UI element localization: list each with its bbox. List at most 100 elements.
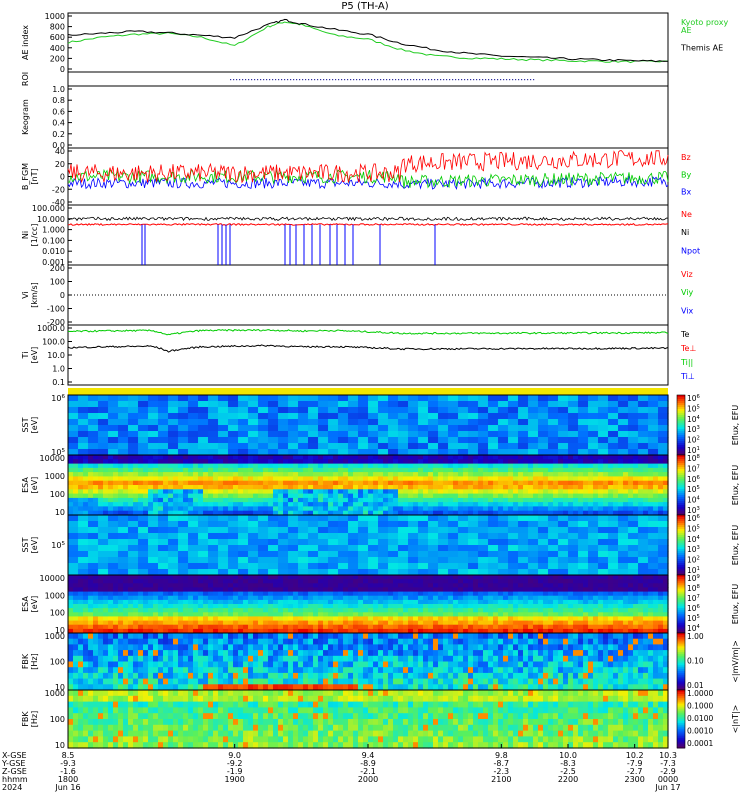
esa_ion-pixel	[393, 459, 399, 465]
sst_elec-pixel	[118, 563, 129, 570]
esa_ion-pixel	[583, 510, 589, 516]
sst_elec-pixel	[178, 539, 189, 546]
esa_ion-pixel	[633, 480, 639, 486]
esa_elec-pixel	[163, 616, 169, 622]
esa_elec-pixel	[513, 616, 519, 622]
fbk_e-pixel	[133, 684, 139, 691]
sst_ion-pixel	[378, 401, 389, 408]
esa_elec-pixel	[273, 575, 279, 580]
esa_elec-pixel	[463, 604, 469, 609]
sst_elec-pixel	[98, 539, 109, 546]
esa_elec-pixel	[173, 608, 179, 613]
esa_elec-pixel	[328, 587, 334, 593]
esa_elec-pixel	[343, 624, 349, 630]
sst_ion-pixel	[138, 431, 149, 438]
esa_ion-pixel	[118, 463, 124, 469]
esa_elec-pixel	[428, 591, 434, 597]
fbk_b-ylabel: FBK	[21, 711, 30, 727]
esa_ion-pixel	[308, 467, 314, 473]
esa_elec-pixel	[553, 591, 559, 597]
esa_elec-pixel	[498, 608, 504, 613]
sst_elec-pixel	[118, 545, 129, 552]
esa_elec-pixel	[163, 620, 169, 626]
esa_elec-pixel	[558, 628, 564, 634]
fbk_e-pixel	[83, 644, 89, 651]
fbk_e-pixel	[78, 684, 84, 691]
sst_ion-pixel	[368, 419, 379, 426]
sst_elec-pixel	[258, 539, 269, 546]
sst_ion-pixel	[398, 449, 409, 456]
esa_ion-pixel	[183, 455, 189, 460]
sst_elec-pixel	[168, 563, 179, 570]
sst_elec-pixel	[188, 551, 199, 558]
esa_ion-pixel	[233, 463, 239, 469]
sst_ion-pixel	[458, 443, 469, 450]
esa_elec-pixel	[248, 575, 254, 580]
fbk_e-pixel	[98, 638, 104, 645]
esa_ion-pixel	[398, 467, 404, 473]
esa_ion-pixel	[238, 497, 244, 503]
esa_elec-pixel	[568, 624, 574, 630]
sst_ion-pixel	[168, 443, 179, 450]
sst_elec-pixel	[198, 563, 209, 570]
esa_elec-pixel	[448, 616, 454, 622]
esa_ion-pixel	[418, 455, 424, 460]
sst_ion-pixel	[148, 407, 159, 414]
esa_elec-pixel	[503, 620, 509, 626]
sst_elec-pixel	[448, 515, 459, 522]
esa_ion-pixel	[248, 489, 254, 495]
esa_elec-pixel	[163, 612, 169, 617]
esa_ion-pixel	[463, 476, 469, 482]
esa_elec-pixel	[68, 583, 74, 588]
sst_elec-pixel	[128, 569, 139, 576]
fbk_e-pixel	[138, 644, 144, 651]
roi-marker	[281, 79, 283, 81]
sst_ion-pixel	[478, 395, 489, 402]
fbk_e-pixel	[103, 661, 109, 668]
esa_elec-pixel	[663, 616, 669, 622]
esa_elec-pixel	[638, 587, 644, 593]
esa_ion-pixel	[288, 493, 294, 499]
esa_ion-pixel	[68, 489, 74, 495]
esa_ion-pixel	[663, 510, 669, 516]
esa_elec-ylabel: ESA	[21, 596, 30, 612]
sst_ion-pixel	[198, 437, 209, 444]
esa_elec-pixel	[538, 583, 544, 588]
sst_ion-pixel	[338, 443, 349, 450]
esa_ion-pixel	[438, 485, 444, 490]
fbk_e-pixel	[128, 633, 134, 640]
esa_ion-spectrogram	[68, 455, 669, 516]
esa_elec-pixel	[453, 591, 459, 597]
esa_elec-pixel	[448, 620, 454, 626]
esa_elec-pixel	[618, 616, 624, 622]
esa_ion-pixel	[108, 489, 114, 495]
esa_ion-pixel	[468, 493, 474, 499]
esa_elec-pixel	[513, 591, 519, 597]
esa_elec-pixel	[613, 616, 619, 622]
esa_ion-pixel	[88, 472, 94, 477]
esa_elec-pixel	[633, 579, 639, 584]
esa_elec-pixel	[663, 612, 669, 617]
esa_elec-pixel	[453, 628, 459, 634]
esa_elec-pixel	[468, 604, 474, 609]
esa_ion-pixel	[98, 472, 104, 477]
esa_ion-pixel	[378, 485, 384, 490]
esa_elec-pixel	[113, 604, 119, 609]
esa_elec-pixel	[453, 587, 459, 593]
esa_ion-pixel	[553, 506, 559, 512]
esa_elec-pixel	[528, 583, 534, 588]
sst_ion-pixel	[118, 413, 129, 420]
sst_elec-pixel	[278, 521, 289, 528]
esa_elec-pixel	[428, 608, 434, 613]
esa_ion-pixel	[588, 502, 594, 507]
esa_ion-pixel	[493, 502, 499, 507]
esa_elec-pixel	[568, 591, 574, 597]
esa_elec-pixel	[318, 620, 324, 626]
esa_ion-pixel	[88, 506, 94, 512]
esa_ion-pixel	[203, 459, 209, 465]
esa_ion-pixel	[478, 493, 484, 499]
esa_ion-pixel	[543, 510, 549, 516]
esa_elec-pixel	[253, 624, 259, 630]
esa_elec-pixel	[533, 591, 539, 597]
esa_elec-pixel	[158, 599, 164, 605]
